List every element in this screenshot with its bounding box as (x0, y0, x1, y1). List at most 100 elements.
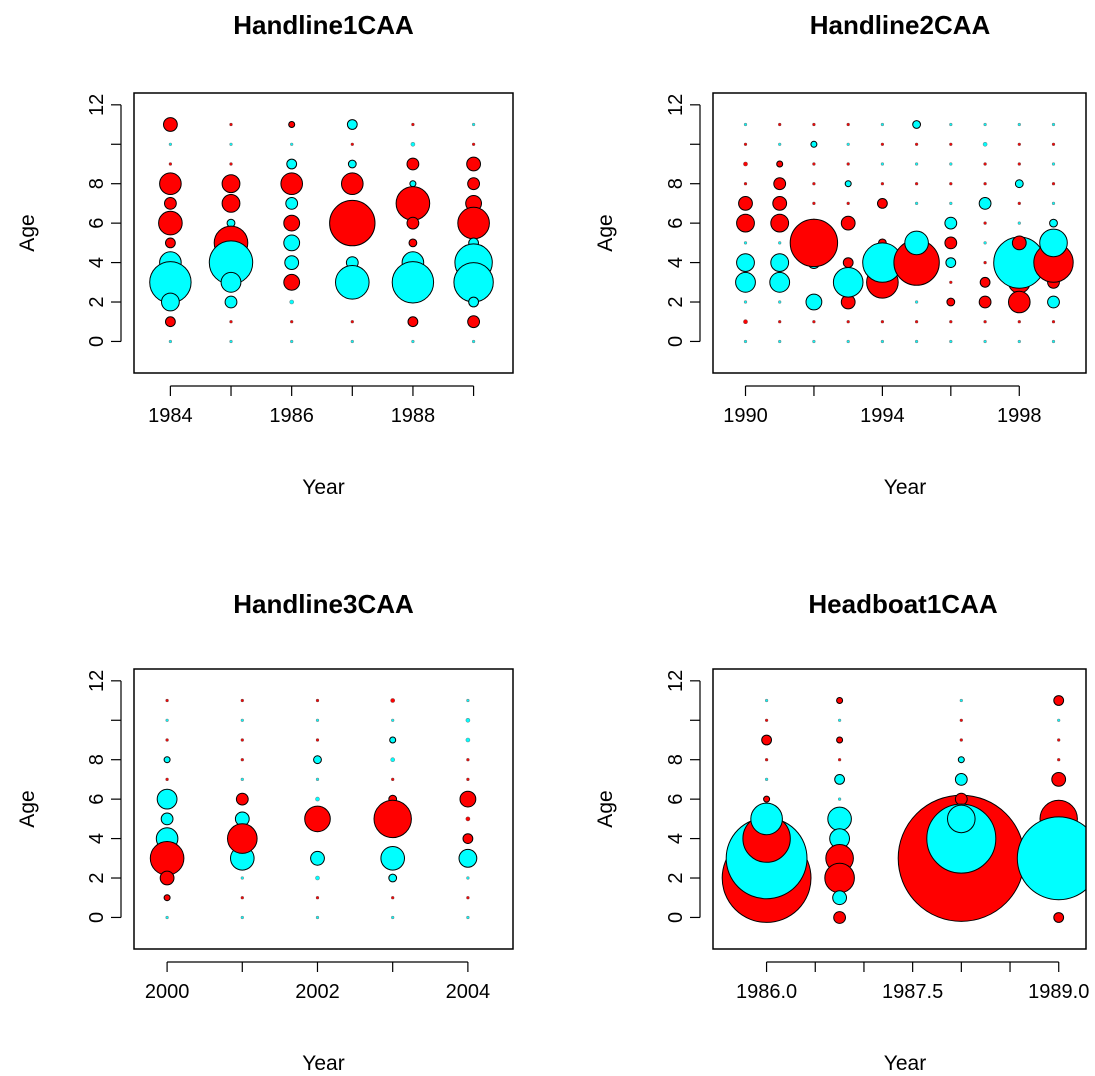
bubble-point (949, 182, 953, 186)
bubble-point (395, 186, 431, 221)
bubble-point (812, 320, 816, 324)
bubble-point (1017, 320, 1021, 324)
bubble-point (959, 738, 963, 742)
bubble-point (949, 142, 953, 146)
bubble-point (221, 194, 241, 213)
bubble-point (1051, 201, 1056, 205)
bubble-point (289, 299, 295, 305)
bubble-point (283, 273, 301, 291)
bubble-point (983, 122, 987, 127)
bubble-point (1011, 235, 1027, 251)
bubble-point (846, 162, 850, 166)
y-tick-label: 6 (665, 794, 687, 805)
bubble-point (914, 300, 919, 304)
bubble-point (880, 122, 885, 127)
bubble-point (280, 172, 304, 195)
bubble-point (949, 280, 953, 284)
bubble-point (391, 777, 395, 782)
bubble-point (846, 339, 850, 344)
bubble-point (1051, 142, 1056, 146)
bubble-point (842, 257, 854, 269)
bubble-point (914, 162, 919, 166)
bubble-marks (149, 117, 494, 344)
chart-title: Handline3CAA (233, 589, 414, 619)
bubble-point (240, 738, 244, 742)
bubble-point (846, 142, 850, 146)
bubble-point (812, 162, 816, 166)
bubble-point (235, 792, 249, 806)
bubble-point (743, 122, 748, 127)
bubble-point (391, 915, 395, 920)
bubble-point (165, 698, 169, 703)
bubble-point (778, 320, 782, 324)
bubble-point (240, 777, 244, 782)
bubble-point (914, 142, 919, 146)
y-tick-label: 8 (86, 754, 108, 765)
bubble-point (165, 738, 169, 742)
bubble-point (949, 339, 953, 344)
chart-title: Headboat1CAA (808, 589, 997, 619)
bubble-point (240, 876, 244, 880)
bubble-point (410, 142, 416, 147)
bubble-point (240, 698, 244, 703)
bubble-point (944, 236, 958, 250)
y-tick-label: 2 (86, 296, 108, 307)
bubble-point (846, 201, 850, 205)
bubble-point (165, 915, 169, 920)
bubble-point (288, 121, 296, 128)
bubble-point (778, 122, 782, 127)
bubble-point (335, 265, 370, 300)
bubble-point (834, 774, 845, 785)
bubble-point (315, 915, 320, 920)
bubble-point (1017, 142, 1021, 146)
bubble-point (220, 271, 242, 293)
bubble-point (914, 182, 919, 186)
y-tick-label: 0 (86, 912, 108, 923)
panel-handline1caa: Handline1CAA Year Age 1984 1986 1988024681… (16, 10, 514, 499)
bubble-point (1017, 201, 1021, 205)
bubble-point (983, 241, 987, 245)
x-tick-label: 1986 (269, 405, 314, 427)
bubble-point (161, 292, 180, 312)
y-tick-label: 4 (665, 833, 687, 844)
x-tick-label: 1984 (148, 405, 193, 427)
bubble-point (168, 339, 172, 344)
bubble-point (315, 777, 320, 782)
bubble-point (472, 142, 476, 146)
bubble-point (846, 122, 850, 127)
bubble-point (846, 320, 850, 324)
x-tick-label: 1986.0 (736, 981, 797, 1003)
bubble-point (778, 300, 782, 304)
bubble-point (761, 734, 772, 746)
bubble-point (778, 339, 782, 344)
bubble-point (350, 320, 354, 324)
x-axis-label: Year (302, 476, 344, 499)
y-tick-label: 12 (86, 670, 108, 692)
plot-frame (712, 92, 1087, 374)
bubble-point (764, 777, 769, 782)
bubble-point (983, 182, 987, 186)
bubble-point (824, 862, 855, 894)
bubble-point (283, 214, 301, 232)
y-tick-label: 12 (665, 94, 687, 116)
bubble-point (982, 142, 988, 147)
bubble-point (778, 241, 782, 245)
bubble-point (165, 316, 176, 328)
plot-frame (133, 668, 514, 950)
bubble-point (163, 894, 171, 902)
bubble-point (1057, 718, 1061, 722)
bubble-point (1051, 772, 1067, 787)
bubble-point (1057, 738, 1061, 742)
chart-title: Handline2CAA (810, 10, 991, 40)
x-tick-label: 2002 (295, 981, 340, 1003)
bubble-point (409, 180, 417, 188)
bubble-point (914, 201, 919, 205)
axes: 1990 1994 1998 0 2 4 6 8 12 (665, 94, 1042, 427)
bubble-point (735, 271, 756, 293)
x-tick-label: 1994 (860, 405, 905, 427)
bubble-point (221, 174, 241, 194)
panel-handline3caa: Handline3CAA Year Age 2000 2002 2004 0 2 4 6 8 1… (16, 589, 514, 1075)
bubble-point (315, 896, 320, 900)
x-axis-label: Year (884, 476, 926, 499)
bubble-point (832, 267, 864, 298)
